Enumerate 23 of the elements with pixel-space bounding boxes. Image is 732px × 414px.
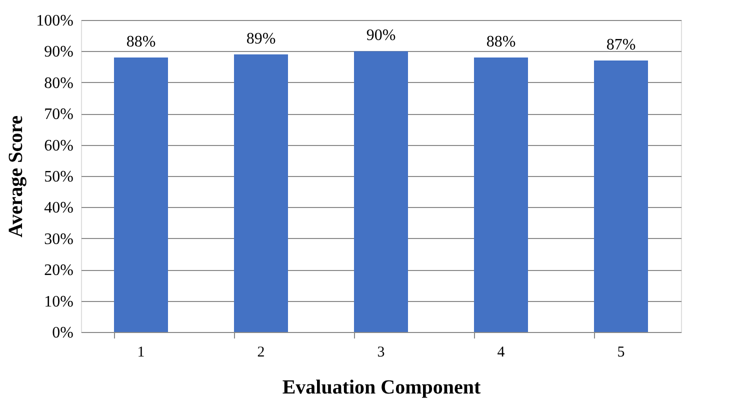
data-label: 88% (126, 33, 156, 50)
y-tick-label: 70% (44, 106, 74, 124)
x-axis-title: Evaluation Component (282, 376, 482, 398)
y-tick-label: 40% (44, 200, 74, 217)
x-tick-label: 3 (377, 344, 385, 360)
data-label: 89% (246, 30, 276, 48)
y-tick-label: 60% (44, 137, 74, 154)
y-tick-label: 80% (44, 74, 74, 92)
y-tick-label: 30% (44, 230, 74, 248)
x-tick-label: 5 (617, 344, 625, 360)
data-label: 87% (606, 36, 636, 54)
y-tick-label: 100% (36, 12, 74, 30)
x-tick-label: 4 (497, 344, 506, 360)
x-tick-label: 2 (257, 344, 265, 360)
x-tick-label: 1 (137, 344, 145, 360)
y-tick-label: 50% (44, 168, 74, 186)
y-tick-label: 20% (44, 262, 74, 280)
y-tick-label: 0% (52, 324, 74, 342)
y-tick-label: 90% (44, 44, 74, 61)
y-axis-title: Average Score (5, 115, 28, 238)
y-tick-label: 10% (44, 293, 74, 310)
data-label: 90% (366, 27, 396, 44)
data-label: 88% (486, 33, 516, 50)
